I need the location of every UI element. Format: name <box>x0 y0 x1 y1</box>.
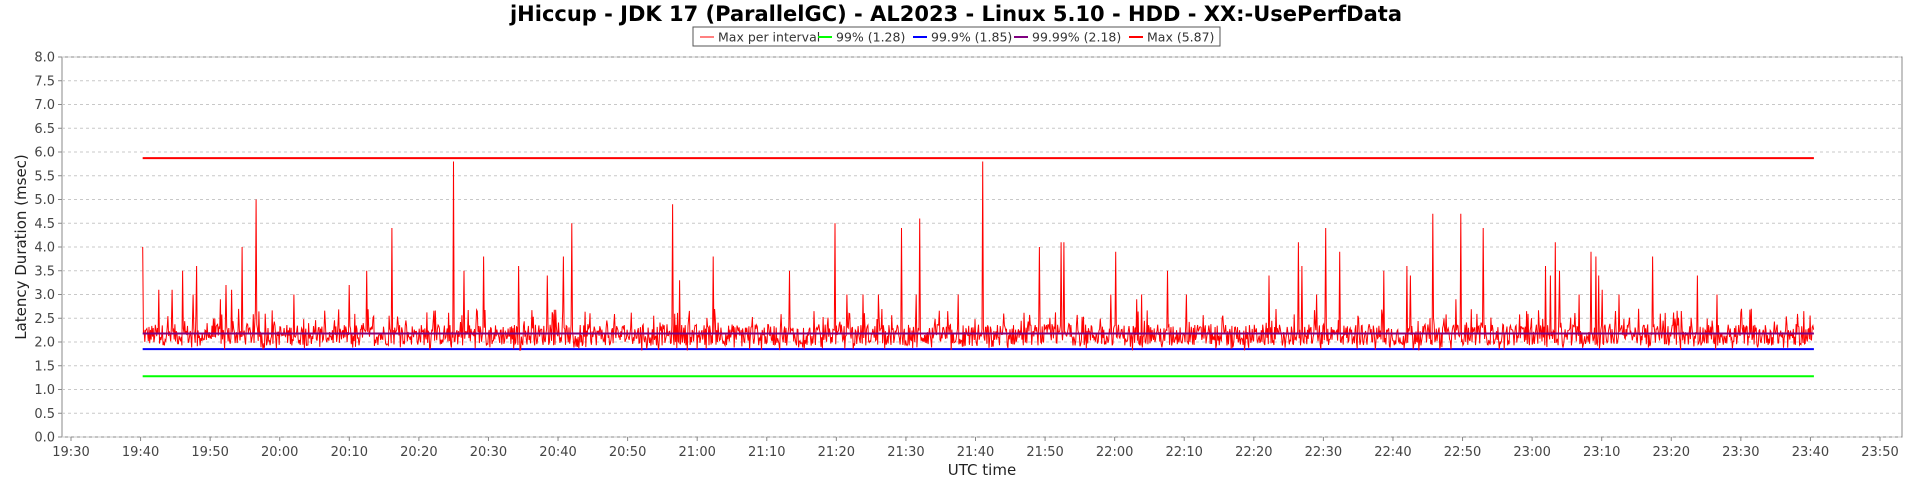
legend-label: Max per interval <box>718 30 820 45</box>
legend-box <box>692 26 1221 47</box>
x-tick-label: 19:50 <box>191 445 228 460</box>
x-tick-label: 21:00 <box>678 445 715 460</box>
x-tick-label: 22:30 <box>1305 445 1342 460</box>
y-tick-label: 5.0 <box>34 193 55 208</box>
y-tick-label: 3.5 <box>34 264 55 279</box>
x-tick-label: 23:40 <box>1792 445 1829 460</box>
y-tick-label: 1.0 <box>34 383 55 398</box>
x-tick-label: 20:10 <box>331 445 368 460</box>
x-tick-label: 19:30 <box>52 445 89 460</box>
y-axis-label: Latency Duration (msec) <box>12 154 30 340</box>
y-tick-label: 4.5 <box>34 217 55 232</box>
x-tick-label: 21:30 <box>887 445 924 460</box>
legend-label: 99.99% (2.18) <box>1032 30 1121 45</box>
y-tick-label: 7.5 <box>34 74 55 89</box>
x-tick-label: 22:50 <box>1444 445 1481 460</box>
y-tick-label: 2.5 <box>34 312 55 327</box>
legend-label: Max (5.87) <box>1147 30 1214 45</box>
x-tick-label: 20:30 <box>470 445 507 460</box>
x-tick-label: 22:10 <box>1165 445 1202 460</box>
x-tick-label: 21:10 <box>748 445 785 460</box>
x-tick-label: 23:50 <box>1861 445 1898 460</box>
x-axis: 19:30 19:40 19:50 20:00 20:10 20:20 20:30 20:40… <box>52 437 1899 460</box>
y-tick-label: 3.0 <box>34 288 55 303</box>
x-tick-label: 21:40 <box>957 445 994 460</box>
max-per-interval-line <box>142 161 1815 351</box>
chart-legend: Max per interval 99% (1.28) 99.9% (1.85) 99… <box>692 26 1221 47</box>
y-tick-label: 8.0 <box>34 51 55 66</box>
y-tick-label: 1.5 <box>34 359 55 374</box>
y-tick-label: 0.5 <box>34 407 55 422</box>
x-tick-label: 23:20 <box>1653 445 1690 460</box>
x-tick-label: 22:00 <box>1096 445 1133 460</box>
x-tick-label: 23:30 <box>1722 445 1759 460</box>
x-tick-label: 22:20 <box>1235 445 1272 460</box>
y-tick-label: 0.0 <box>34 431 55 446</box>
y-tick-label: 6.0 <box>34 146 55 161</box>
y-axis: 0.0 0.5 1.0 1.5 2.0 2.5 3.0 3.5 4.0 4.5 5.0 5.5 6.0 6… <box>34 51 62 446</box>
x-tick-label: 20:40 <box>539 445 576 460</box>
series-layer <box>142 157 1815 378</box>
y-tick-label: 6.5 <box>34 122 55 137</box>
x-tick-label: 20:50 <box>609 445 646 460</box>
x-tick-label: 21:20 <box>818 445 855 460</box>
x-tick-label: 23:10 <box>1583 445 1620 460</box>
y-tick-label: 2.0 <box>34 336 55 351</box>
x-tick-label: 23:00 <box>1513 445 1550 460</box>
x-tick-label: 21:50 <box>1026 445 1063 460</box>
y-tick-label: 5.5 <box>34 169 55 184</box>
y-tick-label: 7.0 <box>34 98 55 113</box>
y-tick-label: 4.0 <box>34 241 55 256</box>
x-axis-label: UTC time <box>948 461 1016 479</box>
x-tick-label: 22:40 <box>1374 445 1411 460</box>
x-tick-label: 20:00 <box>261 445 298 460</box>
legend-label: 99% (1.28) <box>836 30 905 45</box>
legend-label: 99.9% (1.85) <box>931 30 1012 45</box>
chart-title: jHiccup - JDK 17 (ParallelGC) - AL2023 -… <box>509 2 1402 26</box>
x-tick-label: 20:20 <box>400 445 437 460</box>
x-tick-label: 19:40 <box>122 445 159 460</box>
